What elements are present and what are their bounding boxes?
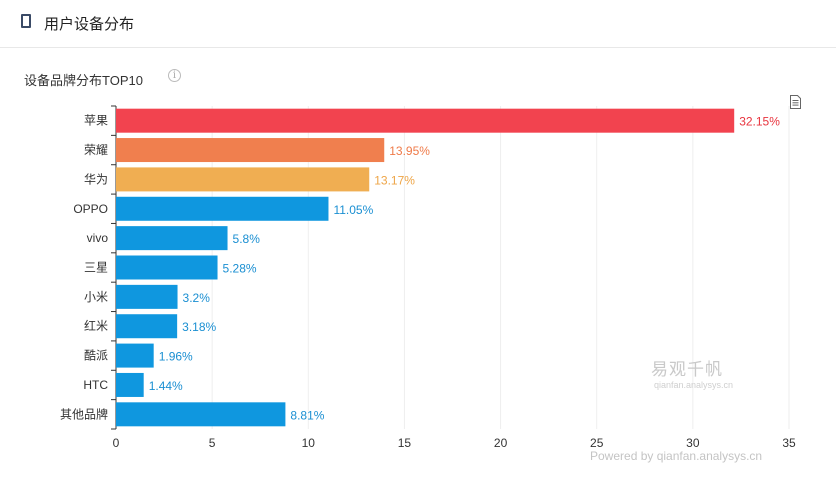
watermark-domain: qianfan.analysys.cn <box>654 380 734 390</box>
x-tick-label: 35 <box>782 436 796 450</box>
category-label: 华为 <box>84 172 108 186</box>
data-label: 13.17% <box>374 173 415 187</box>
category-label: 其他品牌 <box>60 407 108 421</box>
page-header: 用户设备分布 <box>0 0 836 48</box>
category-label: 三星 <box>84 261 108 275</box>
bar <box>116 167 370 192</box>
watermark: 易观千帆 qianfan.analysys.cn <box>651 355 733 390</box>
watermark-brand: 易观千帆 <box>651 360 723 379</box>
category-label: 荣耀 <box>84 143 108 157</box>
x-tick-label: 15 <box>398 436 412 450</box>
bar <box>116 343 154 368</box>
bar <box>116 226 228 251</box>
bar <box>116 138 385 163</box>
phone-icon <box>21 14 31 28</box>
category-label: 红米 <box>84 318 108 333</box>
x-tick-label: 5 <box>209 436 216 450</box>
data-label: 32.15% <box>739 115 780 129</box>
info-icon[interactable]: i <box>168 69 181 82</box>
bar <box>116 255 218 280</box>
category-label: 酷派 <box>84 349 108 363</box>
bar <box>116 402 286 427</box>
data-label: 11.05% <box>333 203 373 217</box>
powered-by-link[interactable]: Powered by qianfan.analysys.cn <box>590 449 763 463</box>
data-label: 8.81% <box>290 408 324 422</box>
category-label: vivo <box>87 231 109 245</box>
bar <box>116 314 178 339</box>
bar <box>116 284 178 309</box>
chart-title: 设备品牌分布TOP10 <box>24 73 143 88</box>
page-title: 用户设备分布 <box>44 16 135 33</box>
data-label: 5.28% <box>223 262 257 276</box>
data-label: 3.18% <box>182 320 216 334</box>
data-label: 13.95% <box>389 144 430 158</box>
category-label: 苹果 <box>84 114 108 128</box>
bar <box>116 196 329 221</box>
bar <box>116 108 735 133</box>
data-label: 5.8% <box>233 232 261 246</box>
category-label: HTC <box>83 378 108 392</box>
bar <box>116 372 144 397</box>
data-label: 1.44% <box>149 379 183 393</box>
x-tick-label: 20 <box>494 436 508 450</box>
data-label: 3.2% <box>183 291 211 305</box>
x-tick-label: 10 <box>302 436 316 450</box>
export-data-icon[interactable] <box>790 95 801 109</box>
x-tick-label: 30 <box>686 436 700 450</box>
x-tick-label: 0 <box>113 436 120 450</box>
category-label: OPPO <box>73 202 108 216</box>
x-tick-label: 25 <box>590 436 604 450</box>
data-label: 1.96% <box>159 350 193 364</box>
category-label: 小米 <box>84 290 108 304</box>
